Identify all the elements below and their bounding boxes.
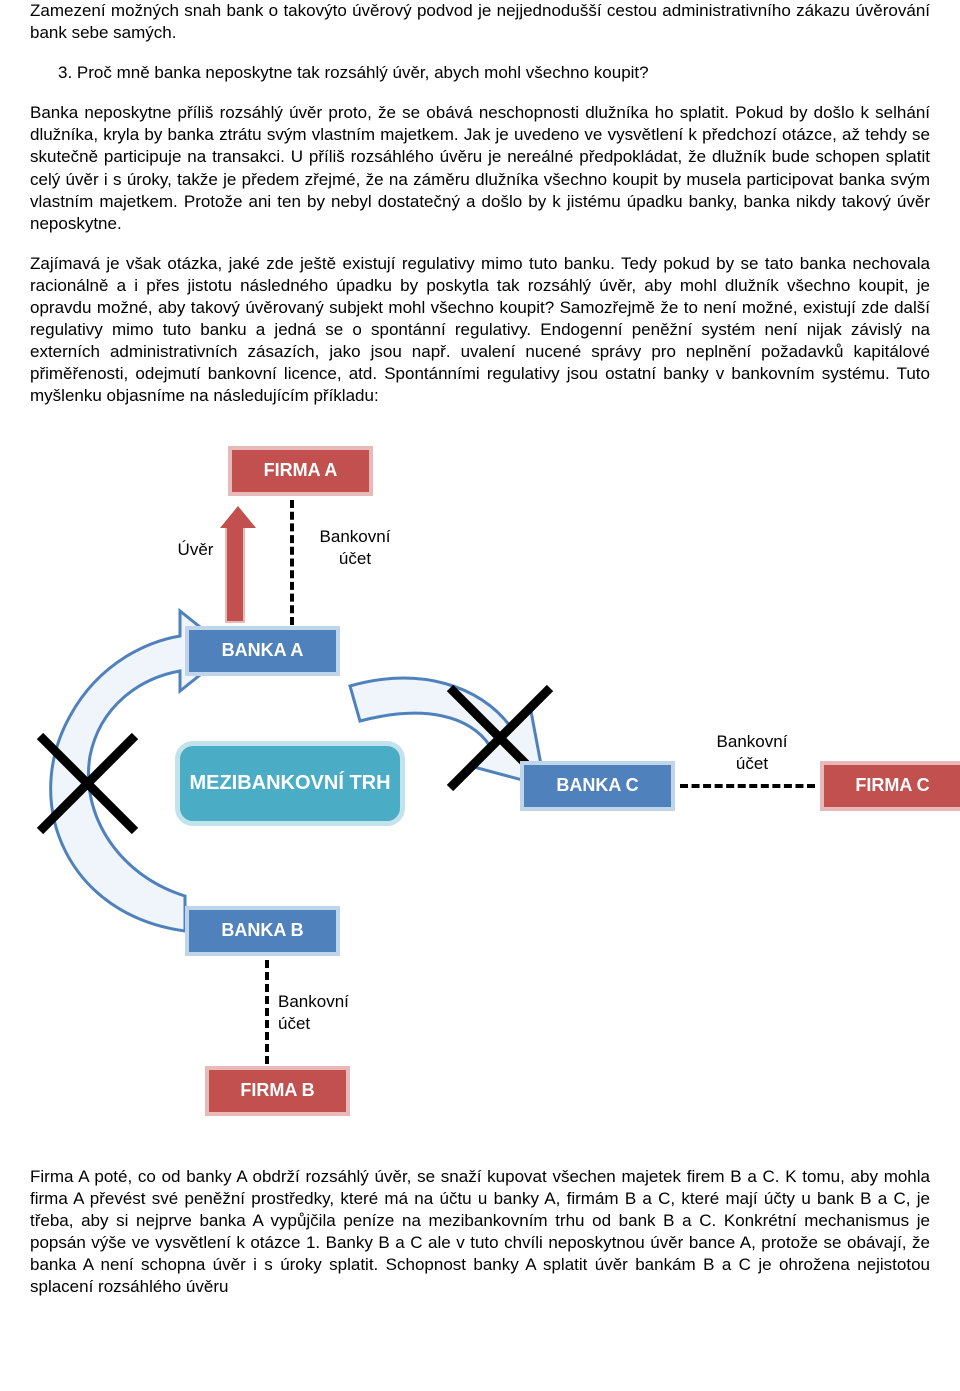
label-ucet-b: Bankovní účet [278, 991, 378, 1035]
label-ucet-a: Bankovní účet [305, 526, 405, 570]
paragraph-2: 3. Proč mně banka neposkytne tak rozsáhl… [30, 62, 930, 84]
dash-firma-b [265, 960, 269, 1064]
cross-left-icon [40, 736, 135, 831]
node-firma-b-label: FIRMA B [240, 1079, 314, 1102]
paragraph-3: Banka neposkytne příliš rozsáhlý úvěr pr… [30, 102, 930, 235]
node-banka-c: BANKA C [520, 761, 675, 811]
node-firma-b: FIRMA B [205, 1066, 350, 1116]
node-banka-a: BANKA A [185, 626, 340, 676]
paragraph-5: Firma A poté, co od banky A obdrží rozsá… [30, 1166, 930, 1299]
node-banka-a-label: BANKA A [222, 639, 304, 662]
node-banka-b-label: BANKA B [221, 919, 303, 942]
label-ucet-c: Bankovní účet [702, 731, 802, 775]
node-mezi-label: MEZIBANKOVNÍ TRH [189, 771, 390, 795]
node-firma-a-label: FIRMA A [264, 459, 338, 482]
node-firma-c: FIRMA C [820, 761, 960, 811]
dash-firma-c [680, 784, 815, 788]
node-firma-a: FIRMA A [228, 446, 373, 496]
node-banka-c-label: BANKA C [556, 774, 638, 797]
label-uver: Úvěr [168, 539, 223, 561]
paragraph-4: Zajímavá je však otázka, jaké zde ještě … [30, 253, 930, 408]
dash-firma-a [290, 500, 294, 625]
paragraph-1: Zamezení možných snah bank o takovýto úv… [30, 0, 930, 44]
node-banka-b: BANKA B [185, 906, 340, 956]
arrow-uver-up [220, 506, 250, 623]
diagram-container: FIRMA A Úvěr Bankovní účet BANKA A MEZIB… [30, 426, 930, 1146]
node-mezi: MEZIBANKOVNÍ TRH [175, 741, 405, 826]
node-firma-c-label: FIRMA C [855, 774, 929, 797]
